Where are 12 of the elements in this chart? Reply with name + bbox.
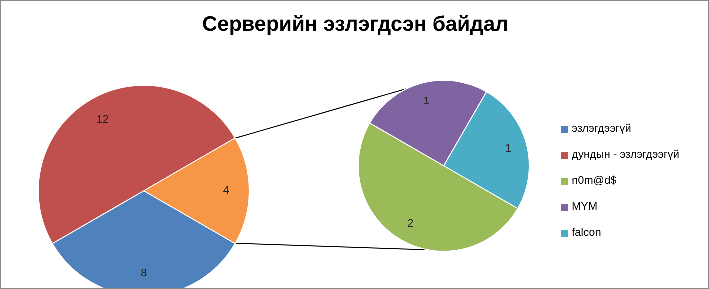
legend-label: эзлэгдээгүй — [572, 123, 632, 135]
legend-label: n0m@d$ — [572, 175, 617, 187]
legend-label: MYM — [572, 201, 598, 213]
data-label: 4 — [223, 185, 230, 198]
data-label: 1 — [505, 142, 512, 155]
data-label: 12 — [96, 114, 109, 126]
data-label: 2 — [408, 218, 414, 230]
data-label: 1 — [424, 96, 430, 108]
legend-label: дундын - эзлэгдээгүй — [572, 149, 680, 161]
chart-title: Серверийн эзлэгдсэн байдал — [201, 13, 510, 37]
legend-label: falcon — [572, 227, 602, 239]
data-label: 8 — [140, 267, 148, 280]
